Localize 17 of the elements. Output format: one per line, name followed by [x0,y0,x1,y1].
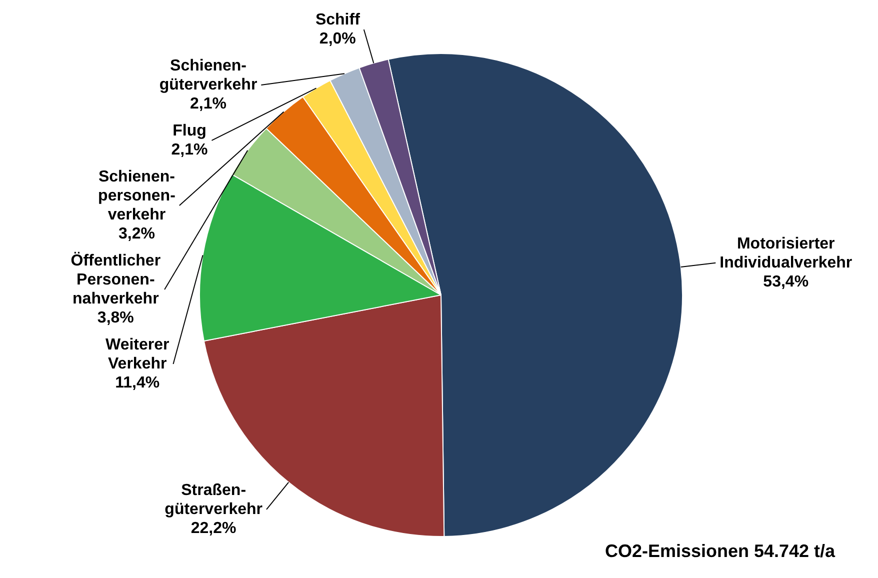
data-label: 3,2% [118,225,155,242]
data-label: 2,1% [171,141,208,158]
text: CO2-Emissionen 54.742 t/a [604,540,836,561]
data-label: 53,4% [763,273,809,290]
slice-label: Motorisierter Individualverkehr [720,235,852,272]
slice-label: Weiterer Verkehr [106,336,170,372]
slice-label: Schiff [315,11,361,28]
data-label: 11,4% [115,374,160,392]
slice-label: Schienen- personen- verkehr [98,168,176,224]
slice-label: Schienen- güterverkehr [159,57,258,94]
data-label: 2,0% [319,30,356,48]
slice-label: Öffentlicher Personen- nahverkehr [70,251,161,308]
data-label: 3,8% [97,309,134,326]
slice-label: Flug [172,122,206,140]
data-label: 2,1% [190,95,226,112]
slice-label: Straßen- güterverkehr [164,482,262,518]
data-label: 22,2% [190,520,236,537]
